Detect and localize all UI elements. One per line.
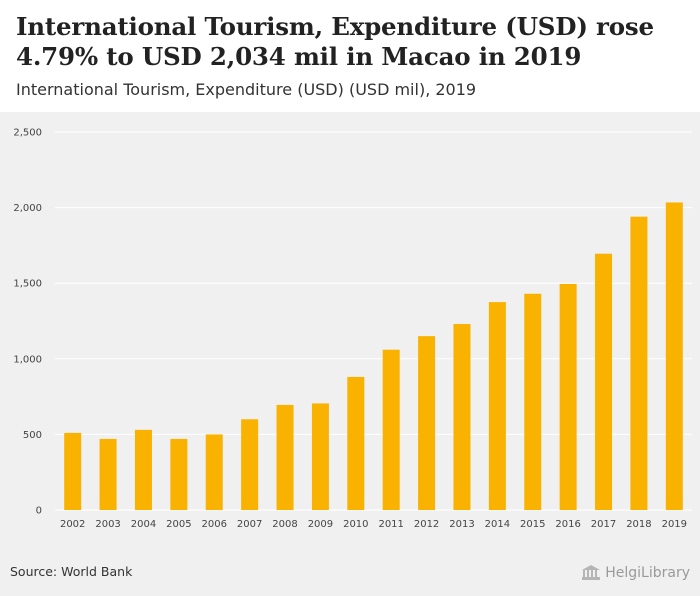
x-tick-label: 2012 — [414, 519, 439, 530]
brand-name: HelgiLibrary — [605, 565, 690, 581]
y-axis-ticks: 0 500 1,000 1,500 2,000 2,500 — [13, 128, 42, 517]
bar-2014 — [488, 302, 506, 510]
x-tick-label: 2005 — [166, 519, 191, 530]
x-tick-label: 2002 — [60, 519, 85, 530]
bars — [64, 202, 683, 511]
bar-2002 — [64, 432, 82, 510]
x-tick-label: 2008 — [272, 519, 297, 530]
bar-2011 — [382, 349, 400, 510]
chart-subtitle: International Tourism, Expenditure (USD)… — [16, 80, 477, 99]
y-tick-label: 2,000 — [13, 203, 42, 214]
bar-2018 — [630, 216, 648, 511]
x-tick-label: 2018 — [626, 519, 651, 530]
x-tick-label: 2019 — [662, 519, 687, 530]
bar-2017 — [595, 253, 613, 510]
y-tick-label: 500 — [23, 430, 42, 441]
x-tick-label: 2013 — [449, 519, 474, 530]
bar-2019 — [665, 202, 683, 510]
library-icon — [582, 565, 601, 580]
y-tick-label: 1,000 — [13, 354, 42, 365]
source-note: Source: World Bank — [10, 564, 133, 579]
bar-2009 — [311, 403, 329, 510]
bar-2013 — [453, 324, 471, 510]
bar-2004 — [134, 429, 152, 510]
x-tick-label: 2015 — [520, 519, 545, 530]
bar-2003 — [99, 438, 117, 510]
x-tick-label: 2009 — [308, 519, 333, 530]
bar-2008 — [276, 404, 294, 510]
bar-2016 — [559, 283, 577, 510]
bar-2010 — [347, 376, 365, 510]
y-tick-label: 2,500 — [13, 128, 42, 139]
y-tick-label: 1,500 — [13, 279, 42, 290]
bar-2015 — [524, 293, 542, 510]
x-tick-label: 2004 — [131, 519, 156, 530]
bar-2007 — [241, 419, 259, 510]
brand-logo: HelgiLibrary — [581, 562, 690, 584]
x-tick-label: 2011 — [378, 519, 403, 530]
x-axis-ticks: 2002 2003 2004 2005 2006 2007 2008 2009 2010 2011… — [60, 519, 687, 530]
bar-2012 — [418, 336, 436, 510]
bar-2005 — [170, 438, 188, 510]
x-tick-label: 2016 — [555, 519, 580, 530]
x-tick-label: 2003 — [95, 519, 120, 530]
x-tick-label: 2006 — [202, 519, 227, 530]
x-tick-label: 2017 — [591, 519, 616, 530]
chart-title: International Tourism, Expenditure (USD)… — [16, 12, 654, 71]
x-tick-label: 2014 — [485, 519, 510, 530]
y-tick-label: 0 — [36, 506, 42, 517]
x-tick-label: 2007 — [237, 519, 262, 530]
chart-header: International Tourism, Expenditure (USD)… — [0, 0, 700, 112]
chart-panel — [0, 112, 700, 596]
x-tick-label: 2010 — [343, 519, 368, 530]
bar-2006 — [205, 434, 223, 510]
grid-lines — [55, 131, 692, 511]
